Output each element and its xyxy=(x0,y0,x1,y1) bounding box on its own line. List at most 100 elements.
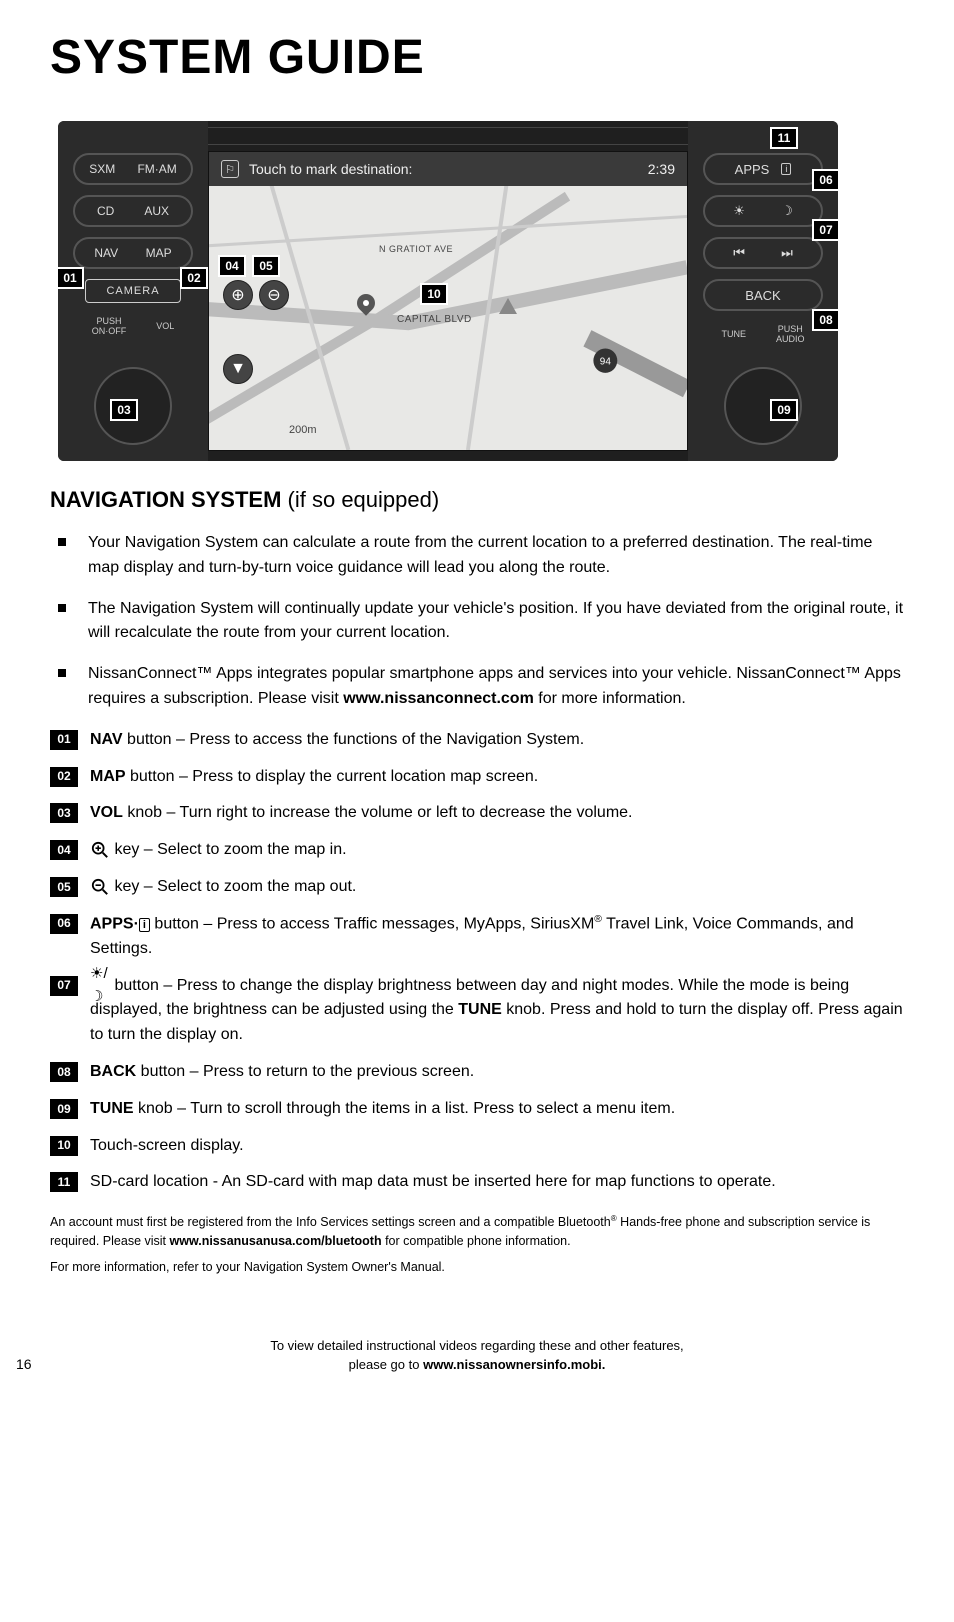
fine-print: An account must first be registered from… xyxy=(50,1213,904,1249)
num-item-body: Touch-screen display. xyxy=(90,1134,904,1159)
fmam-label: FM·AM xyxy=(137,162,176,176)
num-item-02: 02 MAP button – Press to display the curr… xyxy=(50,765,904,790)
map-area: 94 ⊕ ⊖ ▼ N GRATIOT AVE CAPITAL BLVD 200m xyxy=(209,186,687,450)
num-badge: 03 xyxy=(50,803,78,823)
camera-button: CAMERA xyxy=(85,279,181,303)
cd-label: CD xyxy=(97,204,114,218)
sun-icon: ☀ xyxy=(733,203,745,219)
num-badge: 09 xyxy=(50,1099,78,1119)
destination-icon: ⚐ xyxy=(221,160,239,178)
footer: 16 To view detailed instructional videos… xyxy=(50,1336,904,1375)
num-item-body: ☀/☽ button – Press to change the display… xyxy=(90,974,904,1048)
num-item-body: VOL knob – Turn right to increase the vo… xyxy=(90,801,904,826)
nav-label: NAV xyxy=(94,246,118,260)
num-badge: 08 xyxy=(50,1062,78,1082)
callout-10: 10 xyxy=(420,283,448,305)
destination-prompt: Touch to mark destination: xyxy=(249,161,412,177)
numbered-list: 01 NAV button – Press to access the funct… xyxy=(50,728,904,1195)
page-title: SYSTEM GUIDE xyxy=(50,30,904,85)
bullet-item: The Navigation System will continually u… xyxy=(78,597,904,647)
screen-header: ⚐ Touch to mark destination: 2:39 xyxy=(209,152,687,186)
moon-icon: ☽ xyxy=(781,203,793,219)
next-icon: ⏭ xyxy=(781,245,793,261)
tune-label: TUNE xyxy=(721,330,746,340)
num-item-07: 07☀/☽ button – Press to change the displ… xyxy=(50,974,904,1048)
page-number: 16 xyxy=(16,1354,32,1375)
footer-line-2: please go to www.nissanownersinfo.mobi. xyxy=(50,1355,904,1375)
apps-button: APPS i xyxy=(703,153,823,185)
num-item-04: 04 key – Select to zoom the map in. xyxy=(50,838,904,863)
section-heading-light: (if so equipped) xyxy=(281,487,439,512)
fine-print: For more information, refer to your Navi… xyxy=(50,1258,904,1276)
push-audio-label: PUSH AUDIO xyxy=(776,325,805,345)
bullet-item: NissanConnect™ Apps integrates popular s… xyxy=(78,662,904,712)
callout-08: 08 xyxy=(812,309,838,331)
num-badge: 11 xyxy=(50,1172,78,1192)
num-item-body: APPS·i button – Press to access Traffic … xyxy=(90,912,904,962)
num-badge: 05 xyxy=(50,877,78,897)
zoom-in-icon xyxy=(90,840,110,860)
clock: 2:39 xyxy=(648,161,675,177)
cd-aux-button: CD AUX xyxy=(73,195,193,227)
num-badge: 10 xyxy=(50,1136,78,1156)
footer-line-1: To view detailed instructional videos re… xyxy=(50,1336,904,1356)
zoom-out-icon xyxy=(90,877,110,897)
apps-label: APPS xyxy=(735,162,770,177)
num-item-body: MAP button – Press to display the curren… xyxy=(90,765,904,790)
callout-01: 01 xyxy=(58,267,84,289)
vehicle-cursor-icon xyxy=(499,298,517,314)
bullet-item: Your Navigation System can calculate a r… xyxy=(78,531,904,581)
callout-09: 09 xyxy=(770,399,798,421)
callout-07: 07 xyxy=(812,219,838,241)
sxm-fmam-button: SXM FM·AM xyxy=(73,153,193,185)
callout-05: 05 xyxy=(252,255,280,277)
info-icon: i xyxy=(781,163,791,175)
num-badge: 01 xyxy=(50,730,78,750)
sxm-label: SXM xyxy=(89,162,115,176)
back-button: BACK xyxy=(703,279,823,311)
num-item-body: SD-card location - An SD-card with map d… xyxy=(90,1170,904,1195)
footer-line-2-pre: please go to xyxy=(349,1357,423,1372)
seek-button: ⏮ ⏭ xyxy=(703,237,823,269)
num-badge: 06 xyxy=(50,914,78,934)
bullet-list: Your Navigation System can calculate a r… xyxy=(50,531,904,712)
num-item-05: 05 key – Select to zoom the map out. xyxy=(50,875,904,900)
num-item-08: 08 BACK button – Press to return to the p… xyxy=(50,1060,904,1085)
num-item-body: TUNE knob – Turn to scroll through the i… xyxy=(90,1097,904,1122)
num-item-body: NAV button – Press to access the functio… xyxy=(90,728,904,753)
map-label: MAP xyxy=(146,246,172,260)
street-label-1: N GRATIOT AVE xyxy=(379,244,453,254)
svg-text:94: 94 xyxy=(600,357,611,368)
num-item-01: 01 NAV button – Press to access the funct… xyxy=(50,728,904,753)
bright-icon: ☀/☽ xyxy=(90,975,110,995)
street-label-2: CAPITAL BLVD xyxy=(397,314,472,325)
num-item-06: 06 APPS·i button – Press to access Traffi… xyxy=(50,912,904,962)
callout-11: 11 xyxy=(770,127,798,149)
num-item-body: key – Select to zoom the map in. xyxy=(90,838,904,863)
aux-label: AUX xyxy=(144,204,169,218)
head-unit-diagram: ⏏ SXM FM·AM CD AUX NAV MAP CAMERA PUSH O… xyxy=(58,121,838,461)
footer-link: www.nissanownersinfo.mobi. xyxy=(423,1357,605,1372)
map-scale: 200m xyxy=(289,424,317,436)
num-badge: 04 xyxy=(50,840,78,860)
num-item-body: BACK button – Press to return to the pre… xyxy=(90,1060,904,1085)
sd-slot xyxy=(208,127,688,145)
vol-label: VOL xyxy=(156,322,174,332)
num-item-03: 03 VOL knob – Turn right to increase the … xyxy=(50,801,904,826)
num-item-09: 09 TUNE knob – Turn to scroll through the… xyxy=(50,1097,904,1122)
num-item-10: 10 Touch-screen display. xyxy=(50,1134,904,1159)
callout-06: 06 xyxy=(812,169,838,191)
touch-screen: ⚐ Touch to mark destination: 2:39 94 ⊕ ⊖… xyxy=(208,151,688,451)
section-heading-bold: NAVIGATION SYSTEM xyxy=(50,487,281,512)
num-badge: 02 xyxy=(50,767,78,787)
zoom-out-icon: ⊖ xyxy=(259,280,289,310)
section-heading: NAVIGATION SYSTEM (if so equipped) xyxy=(50,487,904,513)
info-icon: i xyxy=(139,918,150,932)
zoom-in-icon: ⊕ xyxy=(223,280,253,310)
callout-02: 02 xyxy=(180,267,208,289)
prev-icon: ⏮ xyxy=(733,245,745,261)
callout-03: 03 xyxy=(110,399,138,421)
num-item-body: key – Select to zoom the map out. xyxy=(90,875,904,900)
compass-icon: ▼ xyxy=(223,354,253,384)
num-item-11: 11 SD-card location - An SD-card with map… xyxy=(50,1170,904,1195)
